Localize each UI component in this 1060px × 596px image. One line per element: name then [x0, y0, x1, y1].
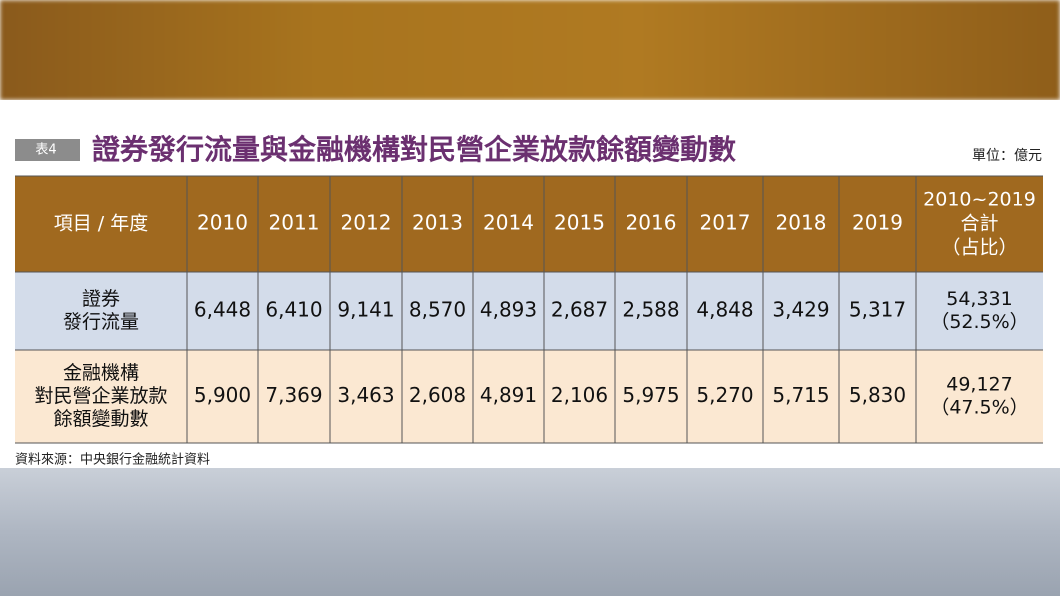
table-row — [15, 350, 1043, 443]
cell-text: 5,317 — [849, 298, 906, 322]
header-text: 2010 — [197, 211, 248, 235]
cell-text: 3,429 — [772, 298, 829, 322]
header-text: 合計 — [960, 213, 998, 235]
header-text: 2014 — [483, 211, 534, 235]
cell-text: 6,448 — [194, 298, 251, 322]
header-text: 2017 — [700, 211, 751, 235]
table-row — [15, 272, 1043, 350]
cell-text: 餘額變動數 — [53, 408, 148, 430]
unit: 單位：億元 — [972, 148, 1042, 164]
cell-text: 5,900 — [194, 383, 251, 407]
cell-text: 9,141 — [337, 298, 394, 322]
cell-text: 3,463 — [337, 383, 394, 407]
cell-text: 4,893 — [480, 298, 537, 322]
cell-text: 2,687 — [551, 298, 608, 322]
header-text: 2012 — [341, 211, 392, 235]
cell-text: 5,830 — [849, 383, 906, 407]
cell-text: 5,715 — [772, 383, 829, 407]
cell-text: 2,608 — [409, 383, 466, 407]
cell-text: 49,127 — [946, 374, 1012, 396]
table-figure: 表4 證券發行流量與金融機構對民營企業放款餘額變動數 單位：億元 資料來源：中央… — [0, 100, 1060, 468]
cell-text: 對民營企業放款 — [34, 385, 167, 407]
header-text: 2019 — [852, 211, 903, 235]
cell-text: 54,331 — [946, 288, 1012, 310]
cell-text: 2,106 — [551, 383, 608, 407]
title: 證券發行流量與金融機構對民營企業放款餘額變動數 — [92, 133, 736, 166]
cell-text: 2,588 — [622, 298, 679, 322]
table-label: 表4 — [35, 143, 56, 158]
cell-text: 8,570 — [409, 298, 466, 322]
cell-text: 金融機構 — [63, 362, 139, 384]
cell-text: 5,270 — [696, 383, 753, 407]
cell-text: （52.5%） — [930, 311, 1028, 333]
cell-text: 4,891 — [480, 383, 537, 407]
cell-text: 發行流量 — [63, 311, 139, 333]
header-text: （占比） — [941, 237, 1017, 259]
cell-text: 證券 — [82, 288, 120, 310]
cell-text: 7,369 — [265, 383, 322, 407]
cell-text: 4,848 — [696, 298, 753, 322]
header-text: 2016 — [626, 211, 677, 235]
cell-text: 6,410 — [265, 298, 322, 322]
header-text: 2011 — [269, 211, 320, 235]
cell-text: （47.5%） — [930, 397, 1028, 419]
source: 資料來源：中央銀行金融統計資料 — [15, 452, 210, 468]
header-text: 2015 — [554, 211, 605, 235]
blurred-bottom — [0, 468, 1060, 596]
header-text: 2018 — [776, 211, 827, 235]
header-text: 項目 / 年度 — [54, 213, 148, 235]
blurred-top — [0, 0, 1060, 100]
cell-text: 5,975 — [622, 383, 679, 407]
header-row — [15, 176, 1043, 272]
header-text: 2010~2019 — [923, 189, 1036, 211]
header-text: 2013 — [412, 211, 463, 235]
